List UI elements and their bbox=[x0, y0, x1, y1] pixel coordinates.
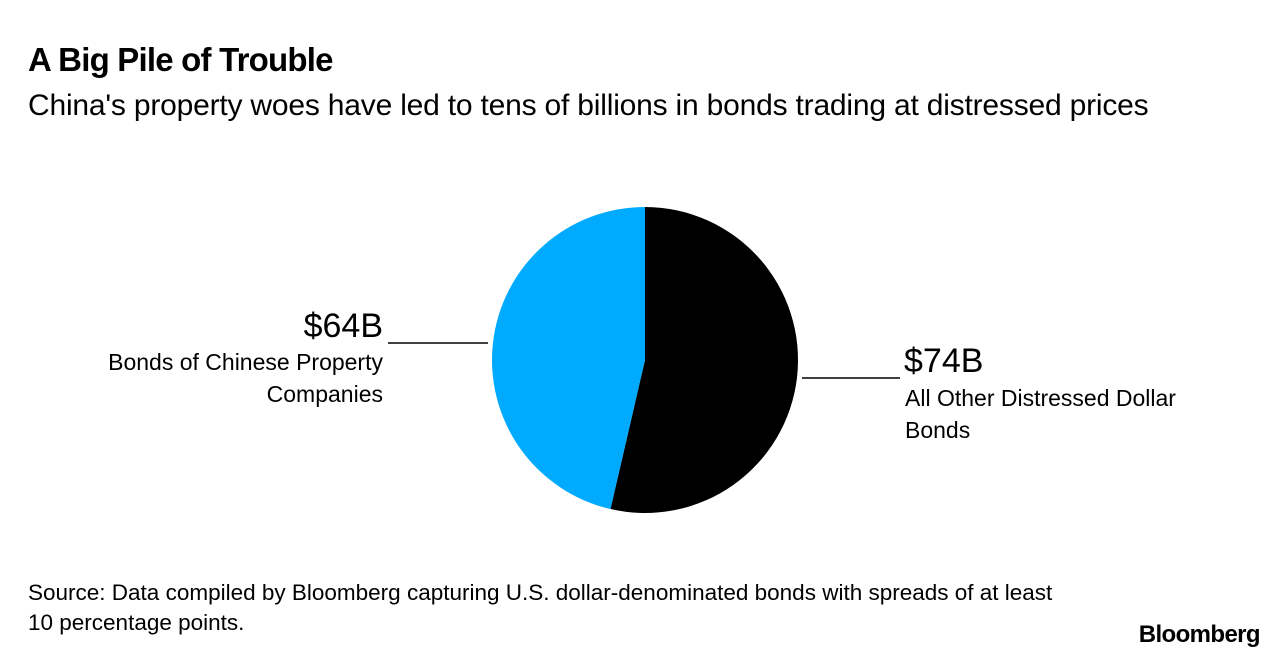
source-note: Source: Data compiled by Bloomberg captu… bbox=[28, 580, 1053, 635]
pie-slices bbox=[491, 207, 798, 513]
pie-slice-property bbox=[491, 207, 645, 510]
slice-value-property: $64B bbox=[304, 307, 383, 345]
pie-slice-other bbox=[610, 207, 798, 513]
chart-title: A Big Pile of Trouble bbox=[28, 41, 333, 78]
chart-subtitle: China's property woes have led to tens o… bbox=[28, 89, 1149, 122]
slice-label-property-line1: Bonds of Chinese Property bbox=[108, 349, 383, 375]
slice-value-other: $74B bbox=[904, 342, 983, 380]
slice-label-other-line2: Bonds bbox=[905, 417, 970, 443]
bloomberg-logo: Bloomberg bbox=[1138, 621, 1261, 648]
slice-label-other-line1: All Other Distressed Dollar bbox=[905, 385, 1176, 411]
slice-label-property-line2: Companies bbox=[267, 381, 383, 407]
